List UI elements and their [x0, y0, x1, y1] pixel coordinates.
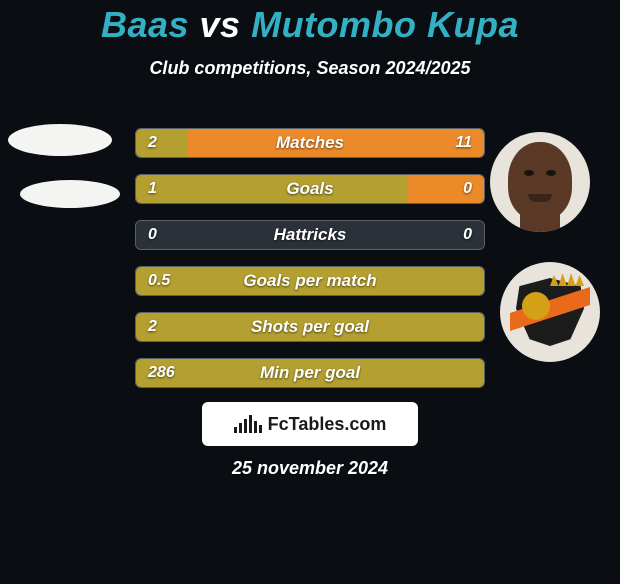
stat-bar-left [136, 175, 407, 203]
brand-badge: FcTables.com [202, 402, 418, 446]
vs-text: vs [200, 4, 241, 45]
player1-name: Baas [101, 4, 189, 45]
player2-name: Mutombo Kupa [251, 4, 519, 45]
bars-icon [234, 415, 262, 433]
comparison-title: Baas vs Mutombo Kupa [0, 4, 620, 46]
brand-text: FcTables.com [268, 414, 387, 435]
brand-prefix: Fc [268, 414, 289, 434]
player1-club-badge-placeholder [20, 180, 120, 208]
stat-bar-left [136, 267, 484, 295]
stat-value-left: 1 [148, 175, 157, 203]
stat-row: 0.5Goals per match [135, 266, 485, 296]
stat-value-left: 286 [148, 359, 175, 387]
stat-bar-left [136, 129, 188, 157]
subtitle: Club competitions, Season 2024/2025 [0, 58, 620, 79]
player2-club-badge [500, 262, 600, 362]
player2-avatar [490, 132, 590, 232]
brand-suffix: Tables.com [289, 414, 387, 434]
stat-row: 10Goals [135, 174, 485, 204]
stat-row: 2Shots per goal [135, 312, 485, 342]
club-badge-icon [510, 272, 590, 352]
headshot-icon [490, 132, 590, 232]
stat-bar-left [136, 359, 484, 387]
stat-bar-right [188, 129, 484, 157]
stat-value-left: 2 [148, 129, 157, 157]
stat-row: 00Hattricks [135, 220, 485, 250]
stats-comparison-chart: 211Matches10Goals00Hattricks0.5Goals per… [135, 128, 485, 404]
stat-value-left: 2 [148, 313, 157, 341]
stat-row: 286Min per goal [135, 358, 485, 388]
stat-value-left: 0.5 [148, 267, 170, 295]
player1-avatar-placeholder [8, 124, 112, 156]
stat-value-right: 11 [455, 129, 472, 157]
stat-value-right: 0 [463, 175, 472, 203]
stat-row: 211Matches [135, 128, 485, 158]
stat-value-left: 0 [148, 221, 157, 249]
stat-bar-left [136, 313, 484, 341]
stat-value-right: 0 [463, 221, 472, 249]
snapshot-date: 25 november 2024 [0, 458, 620, 479]
stat-bar-right [407, 175, 484, 203]
